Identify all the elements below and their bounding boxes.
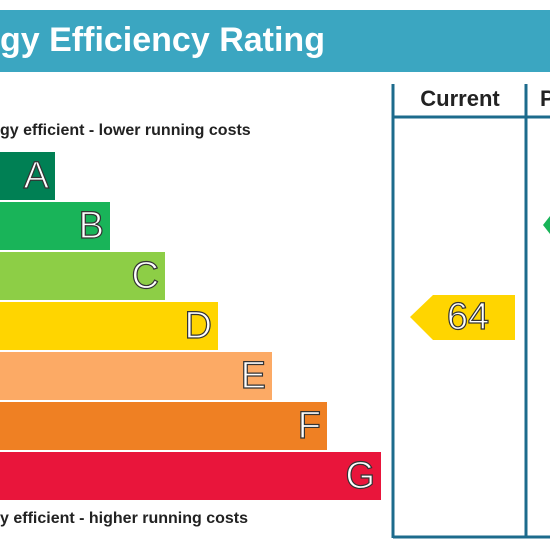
title-bar: [0, 10, 550, 72]
band-bar: [0, 402, 327, 450]
band-letter: C: [132, 255, 159, 297]
band-bar: [0, 302, 218, 350]
current-arrow: [410, 295, 515, 340]
title: gy Efficiency Rating: [0, 21, 325, 59]
band-bar: [0, 152, 55, 200]
band-bar: [0, 202, 110, 250]
band-letter: A: [24, 155, 50, 197]
current-rating: 64: [447, 296, 489, 338]
band-letter: E: [241, 355, 266, 397]
band-bar: [0, 452, 381, 500]
top-note: gy efficient - lower running costs: [0, 122, 251, 139]
band-letter: B: [79, 205, 104, 247]
bottom-note: y efficient - higher running costs: [0, 510, 248, 527]
potential-header: P: [540, 86, 550, 111]
band-letter: G: [345, 455, 375, 497]
potential-arrow: [543, 216, 550, 234]
band-bar: [0, 352, 272, 400]
band-letter: F: [298, 405, 321, 447]
band-bar: [0, 252, 165, 300]
current-header: Current: [420, 86, 500, 111]
band-letter: D: [185, 305, 212, 347]
